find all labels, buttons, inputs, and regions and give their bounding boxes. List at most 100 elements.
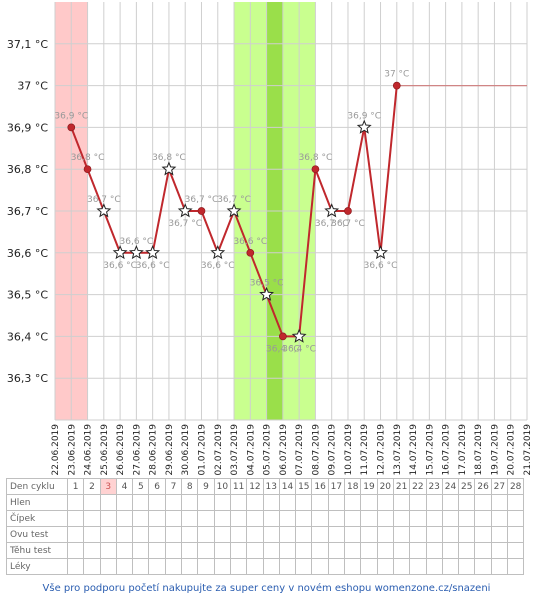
table-cell[interactable] <box>458 526 476 543</box>
table-cell[interactable] <box>490 526 509 543</box>
table-cell[interactable] <box>327 494 346 511</box>
table-cell[interactable] <box>246 542 264 559</box>
table-cell[interactable] <box>311 542 329 559</box>
table-cell[interactable] <box>213 494 231 511</box>
table-cell[interactable] <box>409 510 427 527</box>
table-cell[interactable] <box>409 542 427 559</box>
table-cell[interactable] <box>327 526 346 543</box>
table-cell[interactable] <box>344 494 362 511</box>
table-cell[interactable] <box>376 558 394 575</box>
table-cell[interactable] <box>181 526 199 543</box>
table-cell[interactable] <box>311 526 329 543</box>
table-cell[interactable] <box>311 494 329 511</box>
table-cell[interactable] <box>262 510 280 527</box>
table-cell[interactable] <box>278 494 297 511</box>
table-cell[interactable] <box>262 542 280 559</box>
table-cell[interactable] <box>181 558 199 575</box>
table-cell[interactable] <box>229 542 248 559</box>
table-cell[interactable] <box>458 558 476 575</box>
table-cell[interactable] <box>83 494 101 511</box>
table-cell[interactable] <box>229 510 248 527</box>
table-cell[interactable] <box>376 526 394 543</box>
table-cell[interactable] <box>392 542 411 559</box>
table-cell[interactable] <box>474 494 492 511</box>
table-cell[interactable] <box>360 526 378 543</box>
table-cell[interactable] <box>392 510 411 527</box>
table-cell[interactable] <box>441 510 460 527</box>
table-cell[interactable] <box>83 510 101 527</box>
table-cell[interactable] <box>360 510 378 527</box>
table-cell[interactable] <box>164 558 183 575</box>
table-cell[interactable] <box>115 494 134 511</box>
table-cell[interactable] <box>376 494 394 511</box>
table-cell[interactable] <box>246 510 264 527</box>
table-cell[interactable] <box>360 494 378 511</box>
table-cell[interactable] <box>360 558 378 575</box>
table-cell[interactable] <box>164 526 183 543</box>
table-cell[interactable] <box>474 526 492 543</box>
table-cell[interactable] <box>360 542 378 559</box>
table-cell[interactable] <box>132 542 150 559</box>
table-cell[interactable] <box>311 510 329 527</box>
table-cell[interactable] <box>392 558 411 575</box>
table-cell[interactable] <box>295 494 313 511</box>
table-cell[interactable] <box>164 542 183 559</box>
table-cell[interactable] <box>441 494 460 511</box>
table-cell[interactable] <box>344 526 362 543</box>
table-cell[interactable] <box>213 510 231 527</box>
table-cell[interactable] <box>425 558 443 575</box>
table-cell[interactable] <box>115 526 134 543</box>
table-cell[interactable] <box>327 558 346 575</box>
table-cell[interactable] <box>441 526 460 543</box>
table-cell[interactable] <box>213 542 231 559</box>
table-cell[interactable] <box>507 542 525 559</box>
table-cell[interactable] <box>66 558 85 575</box>
table-cell[interactable] <box>409 494 427 511</box>
table-cell[interactable] <box>458 494 476 511</box>
table-cell[interactable] <box>262 526 280 543</box>
table-cell[interactable] <box>376 510 394 527</box>
table-cell[interactable] <box>278 510 297 527</box>
table-cell[interactable] <box>295 542 313 559</box>
table-cell[interactable] <box>327 542 346 559</box>
table-cell[interactable] <box>132 494 150 511</box>
table-cell[interactable] <box>213 526 231 543</box>
table-cell[interactable] <box>148 510 166 527</box>
table-cell[interactable] <box>148 526 166 543</box>
table-cell[interactable] <box>311 558 329 575</box>
table-cell[interactable] <box>66 542 85 559</box>
table-cell[interactable] <box>99 542 117 559</box>
table-cell[interactable] <box>295 510 313 527</box>
table-cell[interactable] <box>181 542 199 559</box>
table-cell[interactable] <box>474 558 492 575</box>
footer-promo-text[interactable]: Vše pro podporu početí nakupujte za supe… <box>42 583 491 594</box>
table-cell[interactable] <box>148 558 166 575</box>
table-cell[interactable] <box>278 558 297 575</box>
table-cell[interactable] <box>66 510 85 527</box>
table-cell[interactable] <box>99 494 117 511</box>
table-cell[interactable] <box>83 558 101 575</box>
table-cell[interactable] <box>197 558 215 575</box>
table-cell[interactable] <box>507 526 525 543</box>
table-cell[interactable] <box>425 494 443 511</box>
table-cell[interactable] <box>490 542 509 559</box>
table-cell[interactable] <box>66 494 85 511</box>
table-cell[interactable] <box>229 558 248 575</box>
table-cell[interactable] <box>295 558 313 575</box>
table-cell[interactable] <box>246 494 264 511</box>
table-cell[interactable] <box>474 510 492 527</box>
table-cell[interactable] <box>262 494 280 511</box>
table-cell[interactable] <box>425 542 443 559</box>
table-cell[interactable] <box>229 494 248 511</box>
table-cell[interactable] <box>181 494 199 511</box>
table-cell[interactable] <box>115 558 134 575</box>
table-cell[interactable] <box>83 526 101 543</box>
table-cell[interactable] <box>83 542 101 559</box>
table-cell[interactable] <box>197 542 215 559</box>
table-cell[interactable] <box>409 558 427 575</box>
table-cell[interactable] <box>490 558 509 575</box>
table-cell[interactable] <box>132 526 150 543</box>
table-cell[interactable] <box>213 558 231 575</box>
table-cell[interactable] <box>507 558 525 575</box>
table-cell[interactable] <box>148 542 166 559</box>
